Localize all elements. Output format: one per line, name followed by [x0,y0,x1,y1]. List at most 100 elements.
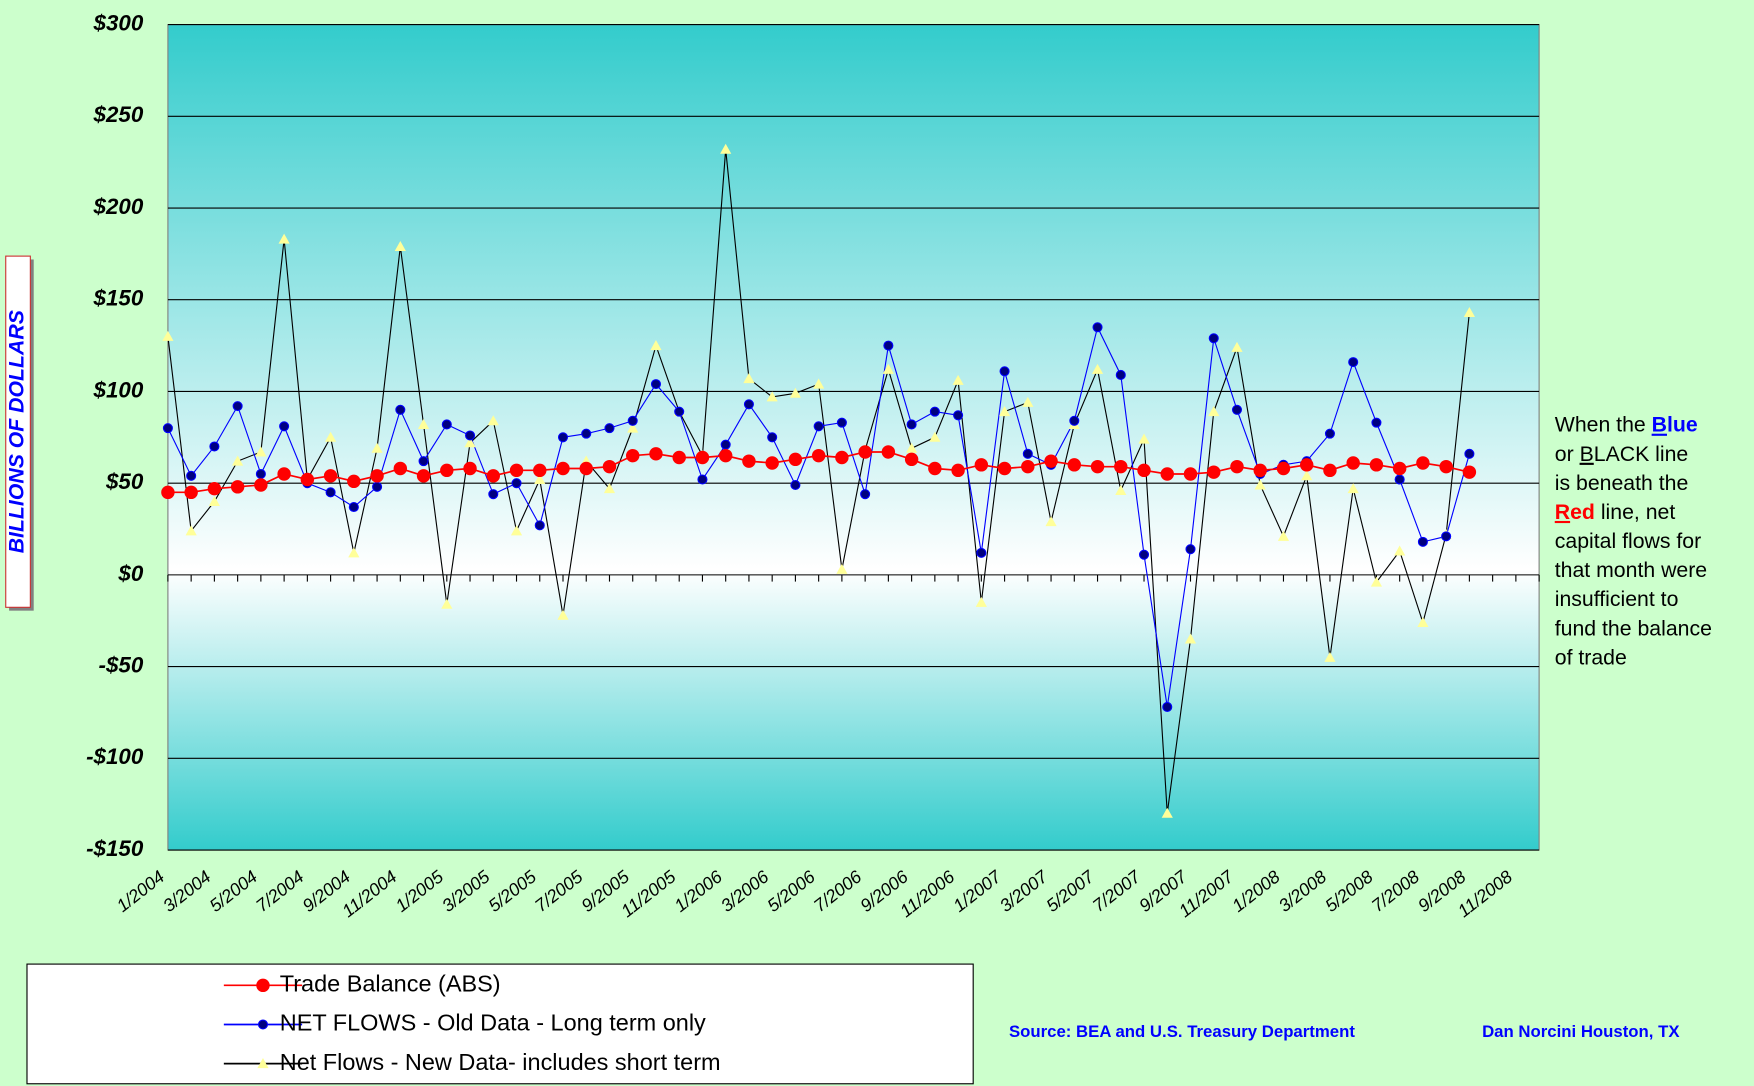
x-tick-label: 1/2005 [392,866,447,915]
x-tick-label: 7/2004 [252,866,307,915]
point [255,446,267,457]
x-tick-label: 3/2004 [159,866,214,915]
point [162,330,174,341]
x-tick-label: 1/2004 [113,866,168,915]
point [720,143,732,154]
point [279,421,290,432]
point [486,469,500,483]
point [487,415,499,426]
point [1347,483,1359,494]
x-tick-label: 5/2004 [206,866,261,915]
point [1323,463,1337,478]
point [232,401,243,412]
point [904,452,919,467]
point [1091,363,1104,374]
x-tick-label: 3/2006 [717,866,772,915]
point [997,461,1012,476]
point [209,441,220,452]
point [1462,465,1477,479]
point [697,474,708,485]
point [998,406,1011,417]
point [1253,463,1267,478]
point [325,487,336,498]
point [882,363,894,374]
point [1417,536,1428,547]
point [534,473,546,484]
point [161,485,175,500]
point [1137,463,1151,478]
legend [26,963,974,1085]
point [813,421,824,432]
point [1115,369,1126,380]
point [718,448,733,463]
point [1417,616,1429,628]
x-tick-label: 7/2005 [531,866,586,915]
point [395,404,406,415]
legend-label: NET FLOWS - Old Data - Long term only [280,1010,706,1036]
point [162,423,173,434]
point [232,455,244,466]
legend-marker [257,1019,269,1030]
y-axis-title-box: BILLIONS OF DOLLARS [5,255,34,611]
point [463,461,477,476]
point [184,485,198,500]
point [767,432,778,443]
point [1138,433,1150,444]
point [743,373,755,384]
point [952,374,964,385]
point [1299,458,1314,472]
y-tick-label: $300 [93,11,144,36]
legend-label: Trade Balance (ABS) [280,971,501,997]
point [581,428,592,439]
x-tick-label: 5/2005 [485,866,540,915]
point [325,431,337,442]
point [278,233,290,244]
point [743,399,754,410]
point [1022,396,1034,407]
point [1371,417,1382,428]
point [465,430,476,441]
point [1021,459,1035,474]
point [626,448,640,463]
legend-marker [256,978,270,993]
point [347,474,361,489]
point [511,478,522,489]
legend-label: Net Flows - New Data- includes short ter… [280,1049,721,1075]
point [906,442,918,453]
point [602,459,617,474]
y-tick-label: $0 [117,561,143,586]
x-tick-label: 7/2008 [1368,866,1423,915]
point [742,454,756,468]
point [1184,633,1197,644]
point [974,458,989,472]
y-tick-label: -$50 [99,652,144,677]
point [813,378,825,389]
point [464,437,476,448]
x-tick-label: 7/2007 [1089,866,1145,916]
point [650,379,661,390]
point [208,495,220,506]
point [1162,701,1173,712]
point [441,419,452,430]
point [790,479,801,491]
point [1208,406,1220,417]
point [929,406,940,417]
point [557,432,569,443]
point [416,469,431,483]
point [1464,448,1475,459]
point [1069,415,1080,426]
point [976,547,987,558]
x-tick-label: 11/2007 [1175,866,1238,921]
point [230,480,245,494]
point [300,472,315,487]
x-tick-label: 1/2006 [671,866,726,915]
point [1324,428,1335,439]
point [348,501,359,513]
point [627,415,638,426]
point [556,461,570,476]
point [789,387,802,398]
point [557,609,569,620]
plot-area [167,24,1540,851]
x-tick-label: 3/2005 [438,866,493,915]
